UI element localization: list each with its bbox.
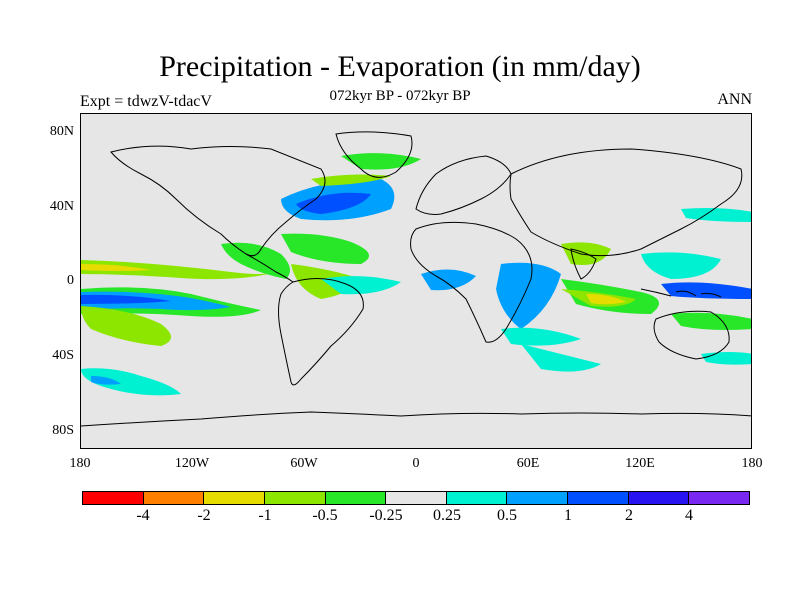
anomaly-blob <box>81 306 171 346</box>
lon-tick-label: 120E <box>625 456 655 471</box>
lon-tick-label: 60E <box>516 456 540 471</box>
colorbar-label: 2 <box>625 507 633 524</box>
anomaly-blob <box>296 192 371 214</box>
anomaly-blob <box>501 327 581 346</box>
lon-tick-label: 120W <box>174 456 210 471</box>
colorbar-label: -0.25 <box>369 507 403 524</box>
anomaly-blob <box>496 262 561 329</box>
colorbar-segment <box>628 492 690 504</box>
colorbar-segment <box>83 492 144 504</box>
coastline-europe <box>415 155 512 215</box>
anomaly-blob <box>81 368 181 396</box>
anomaly-blob <box>91 376 121 385</box>
anomaly-blob <box>281 233 369 264</box>
coastline-south-america <box>278 278 364 386</box>
colorbar-label: 0.25 <box>433 507 461 524</box>
coastlines <box>81 131 751 427</box>
experiment-label: Expt = tdwzV-tdacV <box>80 93 212 110</box>
coastline-india <box>570 248 597 280</box>
colorbar-segment <box>689 492 750 504</box>
colorbar-segment <box>325 492 387 504</box>
anomaly-blob <box>81 294 171 304</box>
colorbar-label: 4 <box>685 507 693 524</box>
colorbar-segment <box>568 492 629 504</box>
lon-tick-label: 180 <box>741 456 763 471</box>
coastline-indonesia <box>640 288 722 298</box>
colorbar-segment <box>386 492 447 504</box>
anomaly-blob <box>671 312 751 330</box>
colorbar <box>82 491 750 505</box>
colorbar-segment <box>446 492 508 504</box>
coastline-central-america <box>245 253 294 283</box>
lat-tick-label: 80N <box>49 124 74 139</box>
anomaly-blob <box>421 269 476 291</box>
anomaly-blob <box>641 252 721 279</box>
anomaly-blob <box>81 260 276 280</box>
coastline-australia <box>653 310 730 360</box>
colorbar-segment <box>143 492 205 504</box>
anomaly-blob <box>311 174 391 186</box>
coastline-greenland <box>335 131 413 178</box>
season-label: ANN <box>717 91 752 108</box>
map-panel <box>80 113 752 449</box>
map-subtitle: 072kyr BP - 072kyr BP <box>329 88 471 104</box>
colorbar-segment <box>507 492 569 504</box>
colorbar-label: -2 <box>197 507 211 524</box>
anomaly-blob <box>681 208 751 222</box>
anomaly-fields <box>81 153 751 396</box>
lat-tick-label: 40N <box>49 199 74 214</box>
anomaly-blob <box>521 344 601 372</box>
coastline-africa <box>410 221 533 343</box>
lon-tick-label: 180 <box>69 456 91 471</box>
lon-tick-label: 60W <box>290 456 318 471</box>
colorbar-label: 1 <box>564 507 572 524</box>
colorbar-label: -1 <box>258 507 272 524</box>
anomaly-blob <box>81 264 151 271</box>
colorbar-label: -4 <box>136 507 150 524</box>
colorbar-label: -0.5 <box>312 507 338 524</box>
anomaly-blob <box>341 153 421 170</box>
map-title: Precipitation - Evaporation (in mm/day) <box>159 50 641 83</box>
lat-tick-label: 0 <box>67 273 74 288</box>
colorbar-segment <box>204 492 265 504</box>
anomaly-blob <box>661 282 751 299</box>
lon-tick-label: 0 <box>412 456 420 471</box>
coastline-asia <box>509 148 743 257</box>
colorbar-label: 0.5 <box>497 507 517 524</box>
colorbar-segment <box>264 492 326 504</box>
anomaly-blob <box>586 294 626 305</box>
coastline-north-america <box>110 145 326 257</box>
anomaly-blob <box>321 276 401 295</box>
lat-tick-label: 40S <box>52 348 74 363</box>
lat-tick-label: 80S <box>52 423 74 438</box>
anomaly-blob <box>701 352 751 365</box>
map-canvas <box>81 131 751 427</box>
coastline-antarctica <box>81 411 751 427</box>
